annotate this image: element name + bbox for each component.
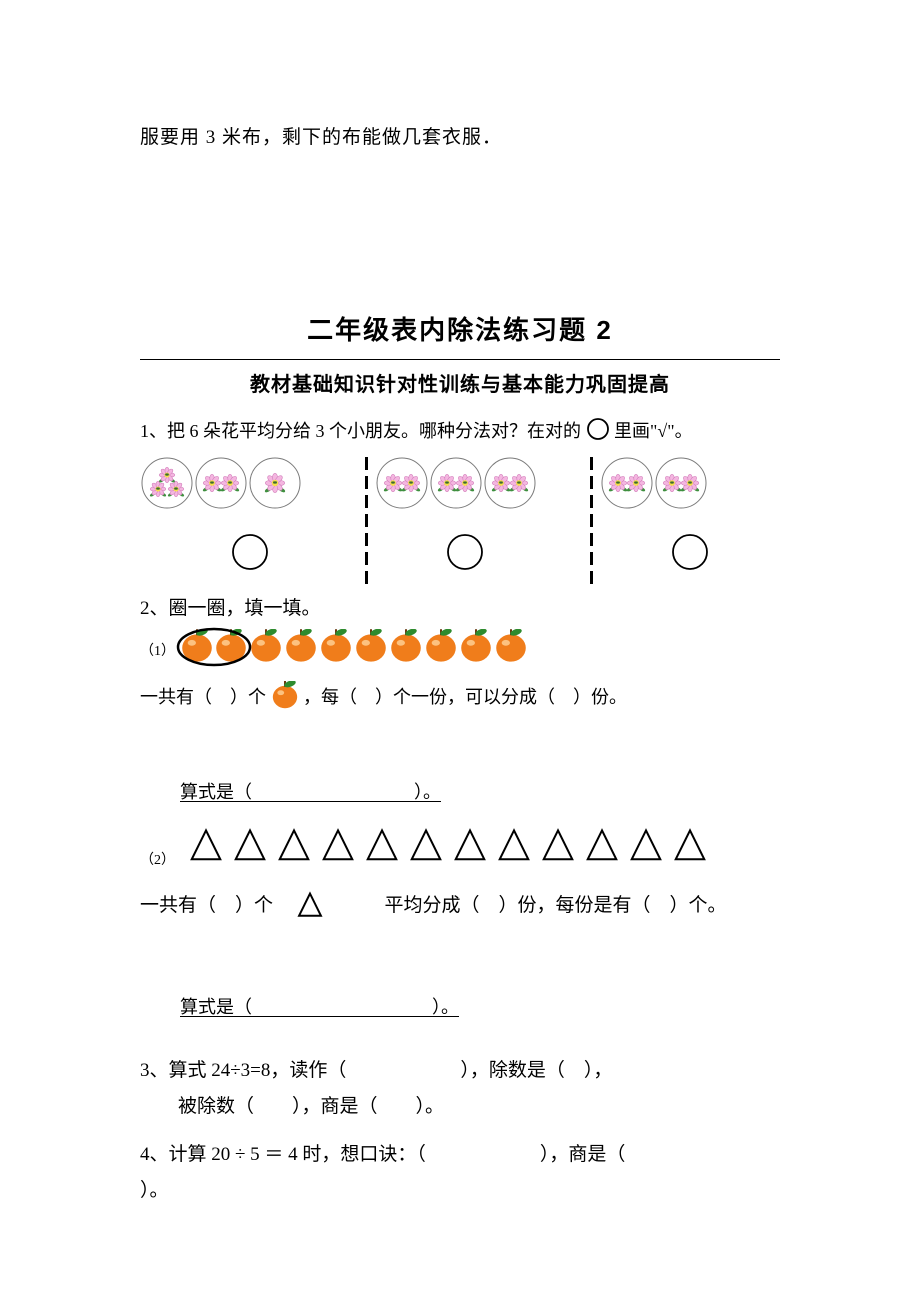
- triangle-icon: [321, 827, 355, 874]
- orange-icon: [271, 681, 299, 720]
- q2-sub1-label: （1）: [140, 639, 175, 666]
- q2-formula-2: 算式是（ ）。: [180, 990, 780, 1024]
- triangle-icon: [409, 827, 443, 874]
- vertical-divider: [590, 457, 592, 577]
- q3-line2: 被除数（ ），商是（ ）。: [178, 1089, 780, 1125]
- title-block: 二年级表内除法练习题 2 教材基础知识针对性训练与基本能力巩固提高: [140, 306, 780, 404]
- answer-circle[interactable]: [445, 532, 485, 585]
- flower-group: [600, 457, 708, 522]
- title-underline: [140, 359, 780, 360]
- circle-icon: [586, 417, 610, 452]
- worksheet-page: 服要用 3 米布，剩下的布能做几套衣服． 二年级表内除法练习题 2 教材基础知识…: [0, 0, 920, 1302]
- circled-oranges: [180, 629, 248, 676]
- flower-group: [375, 457, 537, 522]
- orange-icon: [354, 629, 388, 676]
- orange-icon: [389, 629, 423, 676]
- triangle-icon: [497, 827, 531, 874]
- triangle-row: （2）: [140, 827, 780, 874]
- tri-sentence-b: 平均分成（ ）份，每份是有（ ）个。: [328, 895, 727, 916]
- q4-line2: ）。: [140, 1180, 169, 1201]
- q4-line1: 4、计算 20 ÷ 5 ＝ 4 时，想口诀：（ ），商是（: [140, 1144, 625, 1165]
- triangle-icon: [673, 827, 707, 874]
- orange-icon: [459, 629, 493, 676]
- q2-orange-sentence: 一共有（ ）个 ，每（ ）个一份，可以分成（ ）份。: [140, 680, 780, 720]
- triangle-icon: [585, 827, 619, 874]
- answer-circle[interactable]: [230, 532, 270, 585]
- q1-text: 1、把 6 朵花平均分给 3 个小朋友。哪种分法对？在对的 里画"√"。: [140, 414, 780, 452]
- q1-text-post: 里画"√"。: [614, 421, 693, 441]
- orange-icon: [494, 629, 528, 676]
- answer-circle[interactable]: [670, 532, 710, 585]
- triangle-icon: [233, 827, 267, 874]
- orange-icon: [319, 629, 353, 676]
- triangle-icon: [297, 891, 323, 930]
- orange-icon: [424, 629, 458, 676]
- triangle-icon: [277, 827, 311, 874]
- q2-head: 2、圈一圈，填一填。: [140, 591, 780, 627]
- triangle-icon: [365, 827, 399, 874]
- formula-1-text: 算式是（ ）。: [180, 782, 441, 802]
- q3-line1: 3、算式 24÷3=8，读作（ ），除数是（ ），: [140, 1053, 780, 1089]
- q2-tri-sentence: 一共有（ ）个 平均分成（ ）份，每份是有（ ）个。: [140, 888, 780, 930]
- q4: 4、计算 20 ÷ 5 ＝ 4 时，想口诀：（ ），商是（ ）。: [140, 1137, 780, 1209]
- triangle-icon: [189, 827, 223, 874]
- tri-sentence-a: 一共有（ ）个: [140, 895, 292, 916]
- orange-icon: [284, 629, 318, 676]
- flower-group: [140, 457, 302, 522]
- q2-sub2-label: （2）: [140, 848, 175, 875]
- orange-row: （1）: [140, 629, 780, 676]
- q2-orange-a: 一共有（ ）个: [140, 687, 266, 707]
- q1-illustration: [140, 457, 780, 587]
- q2-orange-b: ，每（ ）个一份，可以分成（ ）份。: [303, 687, 627, 707]
- triangle-icon: [453, 827, 487, 874]
- triangle-icon: [541, 827, 575, 874]
- q3: 3、算式 24÷3=8，读作（ ），除数是（ ）， 被除数（ ），商是（ ）。: [140, 1053, 780, 1125]
- formula-2-text: 算式是（ ）。: [180, 997, 459, 1017]
- q2-formula-1: 算式是（ ）。: [180, 775, 780, 809]
- prev-page-fragment: 服要用 3 米布，剩下的布能做几套衣服．: [140, 120, 780, 156]
- q1-text-pre: 1、把 6 朵花平均分给 3 个小朋友。哪种分法对？在对的: [140, 421, 581, 441]
- triangle-icon: [629, 827, 663, 874]
- vertical-divider: [365, 457, 367, 577]
- main-title: 二年级表内除法练习题 2: [140, 306, 780, 355]
- sub-title: 教材基础知识针对性训练与基本能力巩固提高: [140, 366, 780, 404]
- orange-icon: [249, 629, 283, 676]
